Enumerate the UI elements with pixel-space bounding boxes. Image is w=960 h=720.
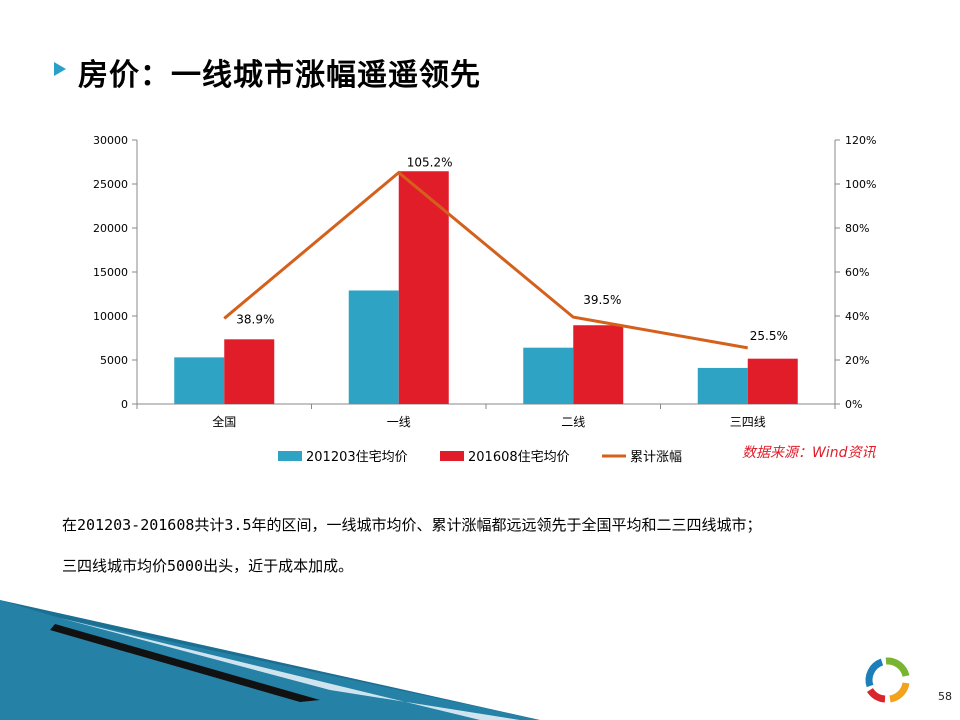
decor-swoosh-black: [50, 624, 320, 702]
bar-series1: [348, 290, 399, 404]
source-note: 数据来源：Wind资讯: [742, 445, 876, 461]
y-left-tick-label: 15000: [93, 266, 128, 279]
bar-series2: [573, 325, 624, 404]
bar-series2: [398, 171, 449, 404]
y-right-tick-label: 120%: [845, 134, 876, 147]
title-bullet-icon: [54, 62, 66, 76]
logo-icon: [865, 657, 910, 703]
y-left-tick-label: 0: [121, 398, 128, 411]
x-tick-label: 一线: [387, 415, 411, 429]
y-left-tick-label: 30000: [93, 134, 128, 147]
data-label: 25.5%: [750, 329, 788, 343]
y-left-tick-label: 20000: [93, 222, 128, 235]
x-tick-label: 二线: [561, 415, 585, 429]
y-right-tick-label: 100%: [845, 178, 876, 191]
y-left-tick-label: 25000: [93, 178, 128, 191]
y-left-tick-label: 10000: [93, 310, 128, 323]
body-text-line-1: 在201203-201608共计3.5年的区间，一线城市均价、累计涨幅都远远领先…: [62, 516, 762, 534]
decor-swoosh-light: [0, 600, 540, 720]
bar-series1: [697, 367, 748, 404]
y-right-tick-label: 40%: [845, 310, 869, 323]
y-right-tick-label: 0%: [845, 398, 862, 411]
page-number: 58: [938, 690, 952, 703]
y-left-tick-label: 5000: [100, 354, 128, 367]
legend-label: 201203住宅均价: [306, 450, 408, 465]
legend-swatch: [278, 451, 302, 461]
legend-label: 累计涨幅: [630, 450, 682, 465]
slide-title: 房价：一线城市涨幅遥遥领先: [78, 58, 481, 93]
data-label: 38.9%: [236, 312, 274, 326]
bar-series1: [523, 347, 574, 404]
body-text-line-2: 三四线城市均价5000出头，近于成本加成。: [62, 557, 354, 575]
bar-series2: [224, 339, 275, 404]
line-cumulative-growth: [223, 170, 749, 350]
y-right-tick-label: 60%: [845, 266, 869, 279]
data-label: 105.2%: [407, 156, 453, 170]
bar-series1: [174, 357, 225, 404]
bar-series2: [747, 358, 798, 404]
y-right-tick-label: 80%: [845, 222, 869, 235]
price-chart: 0 5000 10000 15000 20000 25000 30000 0% 20% 40% 60…: [93, 134, 876, 465]
y-right-tick-label: 20%: [845, 354, 869, 367]
x-tick-label: 全国: [212, 414, 236, 429]
legend-label: 201608住宅均价: [468, 450, 570, 465]
x-tick-label: 三四线: [730, 415, 766, 429]
legend-swatch: [440, 451, 464, 461]
data-label: 39.5%: [583, 293, 621, 307]
